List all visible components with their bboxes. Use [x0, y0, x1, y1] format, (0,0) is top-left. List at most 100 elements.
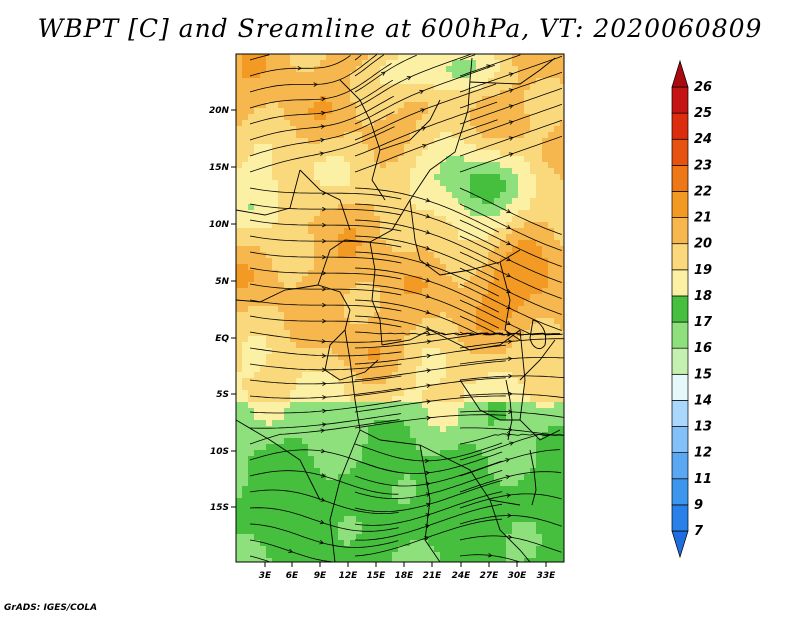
field-cell [482, 120, 489, 127]
field-cell [380, 78, 387, 85]
field-cell [314, 540, 321, 547]
field-cell [386, 246, 393, 253]
field-cell [320, 66, 327, 73]
field-cell [314, 258, 321, 265]
field-cell [302, 396, 309, 403]
field-cell [242, 510, 249, 517]
field-cell [548, 210, 555, 217]
field-cell [272, 360, 279, 367]
field-cell [332, 126, 339, 133]
field-cell [428, 168, 435, 175]
lat-tick-label: 20N [209, 106, 230, 116]
field-cell [494, 102, 501, 109]
field-cell [272, 234, 279, 241]
field-cell [272, 438, 279, 445]
field-cell [422, 276, 429, 283]
field-cell [242, 168, 249, 175]
streamline [249, 555, 270, 562]
field-cell [248, 228, 255, 235]
field-cell [296, 408, 303, 415]
field-cell [536, 492, 543, 499]
field-cell [320, 438, 327, 445]
field-cell [386, 450, 393, 457]
field-cell [320, 186, 327, 193]
field-cell [524, 270, 531, 277]
field-cell [482, 396, 489, 403]
field-cell [242, 270, 249, 277]
field-cell [254, 246, 261, 253]
field-cell [362, 498, 369, 505]
field-cell [272, 540, 279, 547]
field-cell [290, 162, 297, 169]
field-cell [410, 474, 417, 481]
field-cell [476, 486, 483, 493]
streamline [459, 433, 564, 461]
field-cell [416, 486, 423, 493]
field-cell [422, 264, 429, 271]
field-cell [560, 348, 564, 355]
field-cell [374, 246, 381, 253]
field-cell [284, 486, 291, 493]
field-cell [542, 438, 549, 445]
field-cell [524, 264, 531, 271]
field-cell [548, 402, 555, 409]
field-cell [284, 228, 291, 235]
field-cell [290, 186, 297, 193]
field-cell [440, 72, 447, 79]
field-cell [284, 222, 291, 229]
field-cell [542, 390, 549, 397]
field-cell [386, 354, 393, 361]
field-cell [236, 378, 243, 385]
streamline-arrow [508, 104, 514, 109]
field-cell [506, 540, 513, 547]
field-cell [302, 360, 309, 367]
field-cell [272, 132, 279, 139]
field-cell [524, 234, 531, 241]
field-cell [434, 192, 441, 199]
field-cell [494, 402, 501, 409]
field-cell [338, 66, 345, 73]
field-cell [476, 318, 483, 325]
field-cell [386, 240, 393, 247]
field-cell [236, 474, 243, 481]
field-cell [440, 540, 447, 547]
field-cell [560, 342, 564, 349]
field-cell [344, 246, 351, 253]
field-cell [470, 60, 477, 67]
field-cell [254, 180, 261, 187]
field-cell [440, 138, 447, 145]
field-cell [278, 540, 285, 547]
field-cell [350, 180, 357, 187]
field-cell [554, 456, 561, 463]
field-cell [392, 438, 399, 445]
field-cell [392, 252, 399, 259]
field-cell [248, 84, 255, 91]
streamline-arrow [320, 448, 326, 454]
field-cell [494, 150, 501, 157]
field-cell [350, 510, 357, 517]
field-cell [326, 300, 333, 307]
field-cell [500, 288, 507, 295]
field-cell [368, 486, 375, 493]
field-cell [248, 288, 255, 295]
field-cell [362, 54, 369, 61]
field-cell [248, 144, 255, 151]
field-cell [314, 54, 321, 61]
field-cell [482, 54, 489, 61]
field-cell [374, 384, 381, 391]
field-cell [440, 258, 447, 265]
field-cell [356, 300, 363, 307]
field-cell [470, 96, 477, 103]
field-cell [356, 426, 363, 433]
field-cell [308, 66, 315, 73]
field-cell [350, 354, 357, 361]
field-cell [260, 336, 267, 343]
field-cell [290, 480, 297, 487]
field-cell [254, 84, 261, 91]
field-cell [470, 324, 477, 331]
field-cell [314, 324, 321, 331]
field-cell [536, 342, 543, 349]
field-cell [512, 66, 519, 73]
field-cell [560, 192, 564, 199]
field-cell [338, 234, 345, 241]
